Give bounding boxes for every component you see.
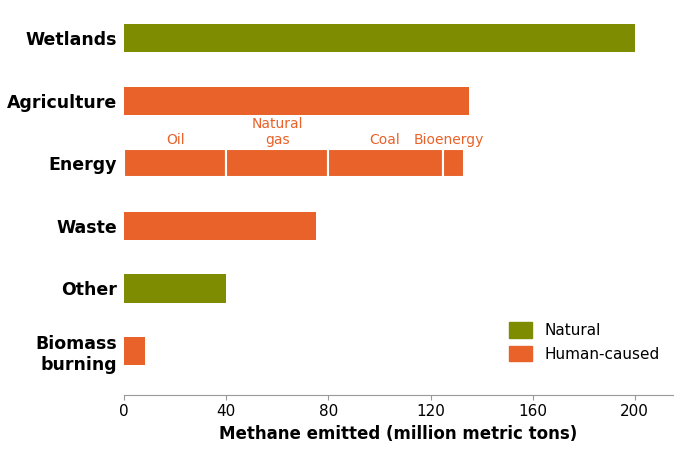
- Bar: [443, 149, 464, 177]
- Text: Coal: Coal: [369, 133, 400, 147]
- Bar: [124, 212, 316, 240]
- Bar: [328, 149, 443, 177]
- Text: Bioenergy: Bioenergy: [413, 133, 483, 147]
- Bar: [124, 87, 469, 115]
- Bar: [124, 24, 634, 52]
- Bar: [226, 149, 328, 177]
- Bar: [124, 337, 145, 365]
- Text: Natural
gas: Natural gas: [252, 117, 303, 147]
- Bar: [124, 149, 226, 177]
- Legend: Natural, Human-caused: Natural, Human-caused: [503, 316, 666, 368]
- Bar: [124, 274, 226, 302]
- Text: Oil: Oil: [166, 133, 184, 147]
- X-axis label: Methane emitted (million metric tons): Methane emitted (million metric tons): [220, 425, 578, 443]
